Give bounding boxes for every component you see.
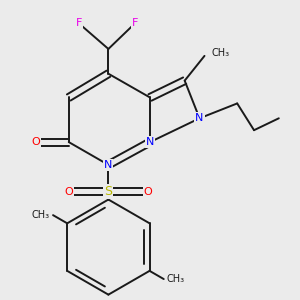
Text: CH₃: CH₃ [212, 48, 230, 58]
Text: N: N [146, 137, 154, 147]
Text: CH₃: CH₃ [167, 274, 185, 284]
Text: O: O [144, 187, 152, 196]
Text: N: N [195, 113, 204, 123]
Text: O: O [32, 137, 40, 147]
Text: F: F [132, 18, 138, 28]
Text: F: F [76, 18, 82, 28]
Text: N: N [104, 160, 112, 170]
Text: S: S [104, 185, 112, 198]
Text: CH₃: CH₃ [32, 210, 50, 220]
Text: O: O [64, 187, 73, 196]
